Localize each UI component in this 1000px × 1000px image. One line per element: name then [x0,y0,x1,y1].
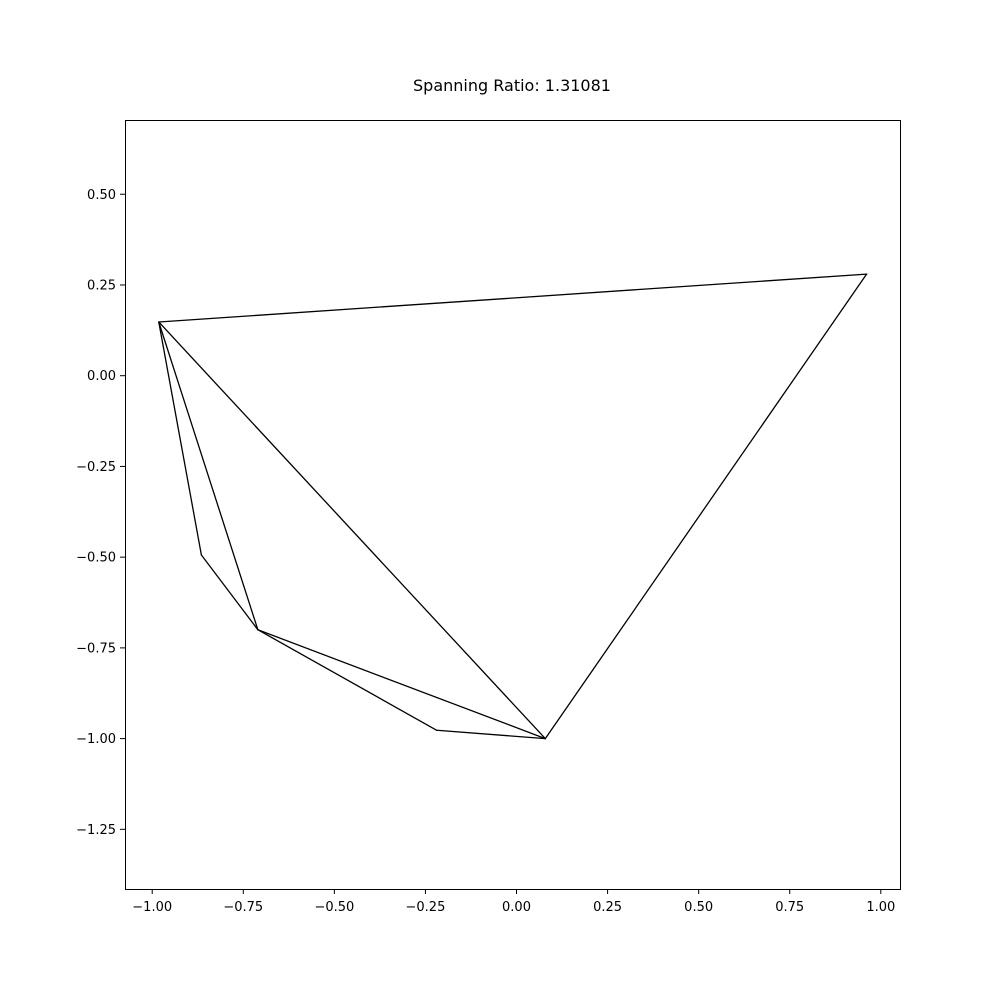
x-tick-label-5: 0.25 [593,900,622,915]
graph-edge-1 [544,273,868,740]
graph-edge-8 [436,729,546,740]
x-tick-label-3: −0.25 [406,900,446,915]
x-tick-label-7: 0.75 [775,900,804,915]
graph-edge-2 [158,321,546,740]
x-tick-label-4: 0.00 [502,900,531,915]
y-tick-label-3: −0.25 [76,460,116,475]
edges-layer [158,273,868,740]
y-tick-label-6: −1.00 [76,732,116,747]
y-axis: 0.50 0.25 0.00 −0.25 −0.50 −0.75 −1.00 −1.25 [76,188,125,838]
graph-edge-0 [158,273,868,323]
y-tick-label-5: −0.75 [76,641,116,656]
chart-title: Spanning Ratio: 1.31081 [413,76,611,95]
y-tick-label-7: −1.25 [76,823,116,838]
graph-edge-7 [257,629,438,731]
x-tick-label-6: 0.50 [684,900,713,915]
x-tick-label-2: −0.50 [314,900,354,915]
x-tick-label-1: −0.75 [223,900,263,915]
graph-edge-4 [158,321,203,556]
graph-edge-5 [200,554,259,631]
x-axis: −1.00 −0.75 −0.50 −0.25 0.00 0.25 0.50 0.75 1.00 [132,889,895,915]
graph-edge-6 [257,629,546,740]
x-tick-label-0: −1.00 [132,900,172,915]
y-tick-label-0: 0.50 [87,188,116,203]
plot-frame [125,120,901,890]
x-tick-label-8: 1.00 [866,900,895,915]
y-tick-label-2: 0.00 [87,369,116,384]
graph-edge-3 [158,321,259,631]
y-tick-label-4: −0.50 [76,551,116,566]
y-tick-label-1: 0.25 [87,278,116,293]
